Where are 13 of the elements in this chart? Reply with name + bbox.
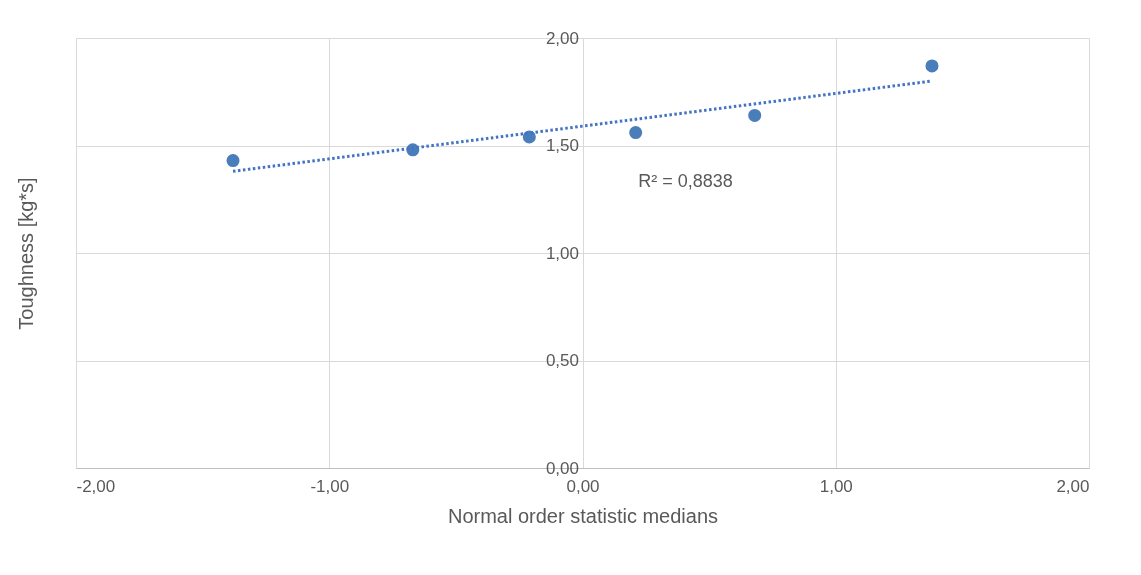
- y-axis-title: Toughness [kg*s]: [14, 177, 37, 330]
- y-tick-label: 1,00: [545, 243, 579, 263]
- y-tick-label: 0,50: [545, 351, 579, 370]
- annotation: R² = 0,8838: [638, 171, 733, 192]
- x-axis-title: Normal order statistic medians: [447, 504, 719, 527]
- y-tick-label: 2,00: [545, 28, 579, 48]
- x-tick-label: -2,00: [76, 476, 116, 496]
- x-tick-label: 2,00: [1056, 476, 1090, 496]
- x-tick-label: 0,00: [566, 476, 600, 496]
- x-tick-label: 1,00: [819, 476, 853, 496]
- x-tick-label: -1,00: [310, 476, 350, 496]
- y-tick-label: 1,50: [545, 136, 579, 155]
- y-tick-label: 0,00: [545, 458, 579, 478]
